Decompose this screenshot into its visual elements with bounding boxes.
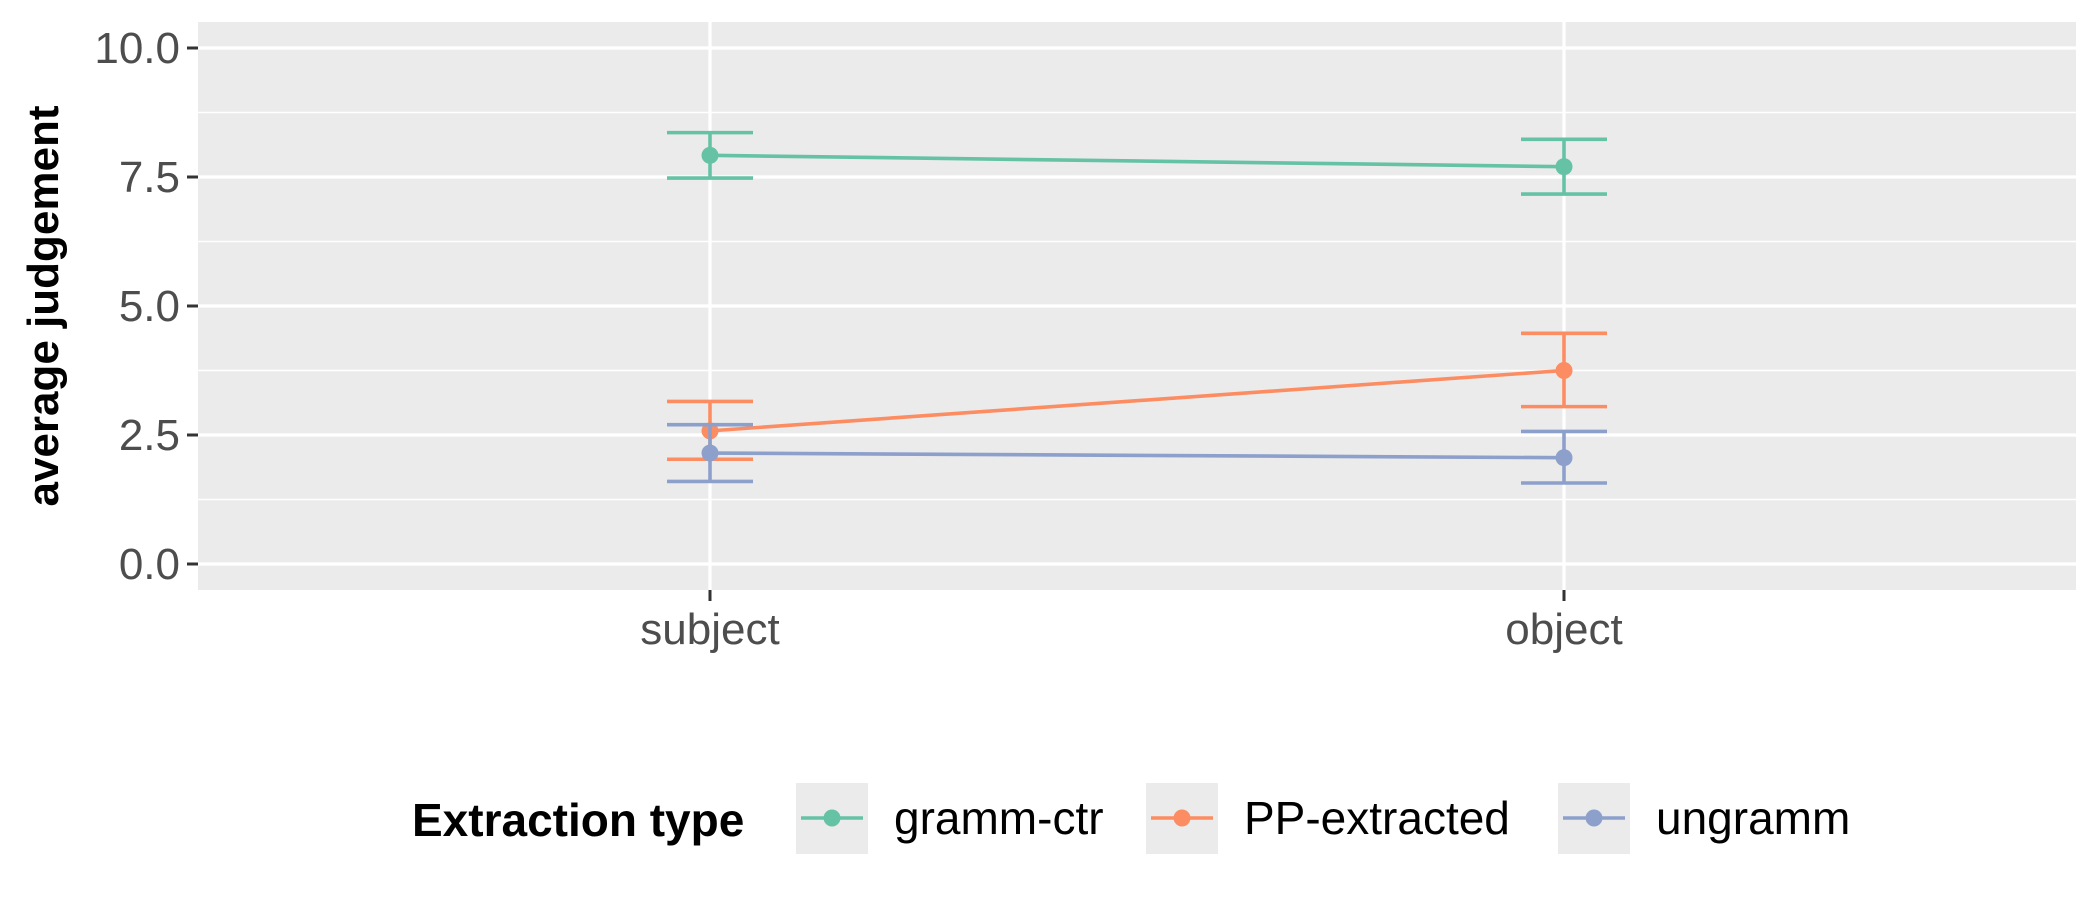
minor-gridlines (198, 111, 2076, 501)
series-line (709, 451, 1565, 460)
y-axis: 0.0 2.5 5.0 7.5 10.0 (94, 24, 198, 589)
legend-label: ungramm (1656, 792, 1850, 844)
y-tick-label: 2.5 (119, 411, 180, 460)
legend-key-point (1173, 809, 1191, 827)
data-point (1555, 362, 1573, 379)
data-point (701, 444, 719, 462)
legend: Extraction type gramm-ctr PP-extracted ung… (412, 783, 1850, 854)
series-layer (667, 130, 1607, 485)
data-point (1555, 158, 1573, 176)
x-axis: subject object (640, 590, 1623, 654)
legend-label: gramm-ctr (894, 792, 1104, 844)
legend-item: PP-extracted (1146, 783, 1510, 854)
legend-title: Extraction type (412, 794, 744, 846)
data-point (701, 146, 719, 164)
y-tick-label: 7.5 (119, 153, 180, 202)
y-tick-label: 10.0 (94, 24, 180, 73)
major-gridlines (198, 22, 2076, 590)
series-line (709, 368, 1565, 433)
data-point (1555, 449, 1573, 467)
legend-label: PP-extracted (1244, 792, 1510, 844)
legend-item: gramm-ctr (796, 783, 1104, 854)
legend-key-point (1585, 809, 1603, 827)
y-tick-label: 5.0 (119, 282, 180, 331)
series-line (709, 153, 1565, 169)
y-tick-label: 0.0 (119, 540, 180, 589)
y-axis-title: average judgement (19, 105, 68, 506)
legend-items: gramm-ctr PP-extracted ungramm (796, 783, 1850, 854)
x-tick-label: subject (640, 605, 779, 654)
legend-item: ungramm (1558, 783, 1850, 854)
legend-key-point (823, 809, 841, 827)
x-tick-label: object (1505, 605, 1622, 654)
